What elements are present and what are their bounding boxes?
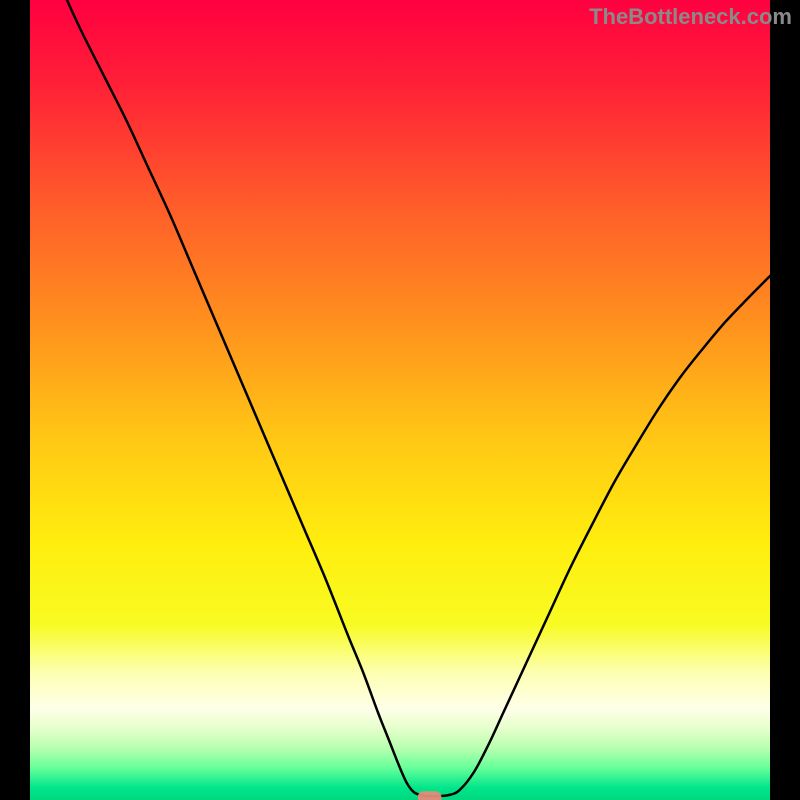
border-right xyxy=(770,0,800,800)
border-left xyxy=(0,0,30,800)
watermark-text: TheBottleneck.com xyxy=(589,4,792,30)
chart-container: TheBottleneck.com xyxy=(0,0,800,800)
plot-background xyxy=(30,0,770,800)
data-marker xyxy=(418,791,442,800)
bottleneck-chart xyxy=(0,0,800,800)
